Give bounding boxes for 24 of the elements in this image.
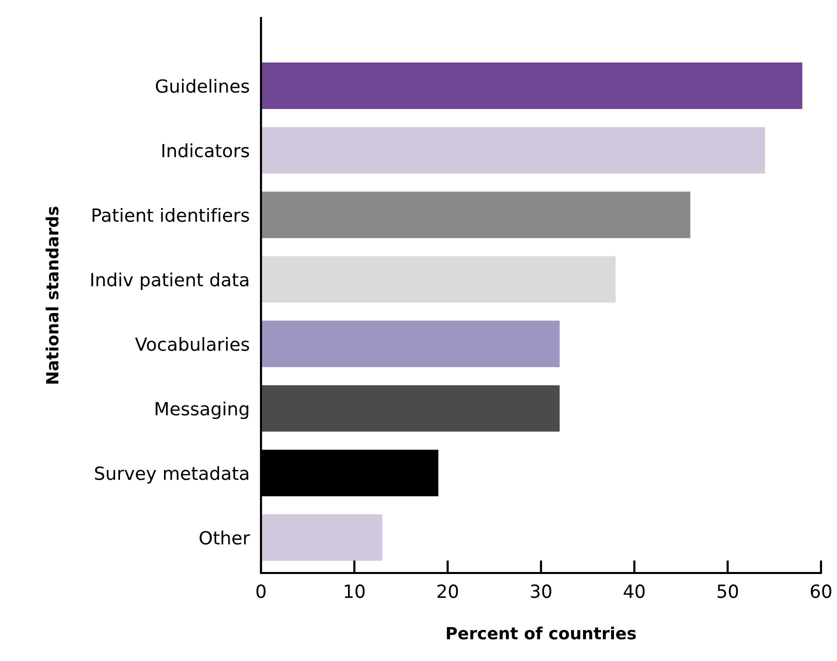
- bar: [261, 514, 382, 561]
- x-tick-label: 40: [624, 584, 645, 598]
- bar: [261, 192, 690, 238]
- x-tick-label: 10: [344, 584, 365, 598]
- y-tick-label: Survey metadata: [95, 466, 248, 484]
- bar: [261, 62, 802, 109]
- y-axis-title: National standards: [46, 206, 59, 384]
- x-tick-label: 20: [438, 584, 458, 598]
- y-tick-label: Indicators: [162, 143, 250, 158]
- bar: [261, 256, 616, 303]
- y-tick-label: Patient identifiers: [92, 208, 250, 222]
- bar: [261, 385, 560, 432]
- y-tick-label: Vocabularies: [135, 337, 250, 352]
- bar: [261, 320, 560, 368]
- y-tick-label: Messaging: [156, 402, 248, 420]
- bar: [261, 127, 765, 174]
- x-tick-label: 30: [530, 584, 552, 598]
- y-tick-label: Guidelines: [156, 78, 250, 93]
- y-tick-label: Indiv patient data: [91, 272, 248, 290]
- x-tick-label: 0: [256, 584, 266, 598]
- x-axis-title: Percent of countries: [446, 626, 636, 640]
- x-tick-label: 60: [810, 584, 832, 598]
- y-tick-label: Other: [200, 530, 250, 545]
- x-tick-label: 50: [718, 584, 738, 598]
